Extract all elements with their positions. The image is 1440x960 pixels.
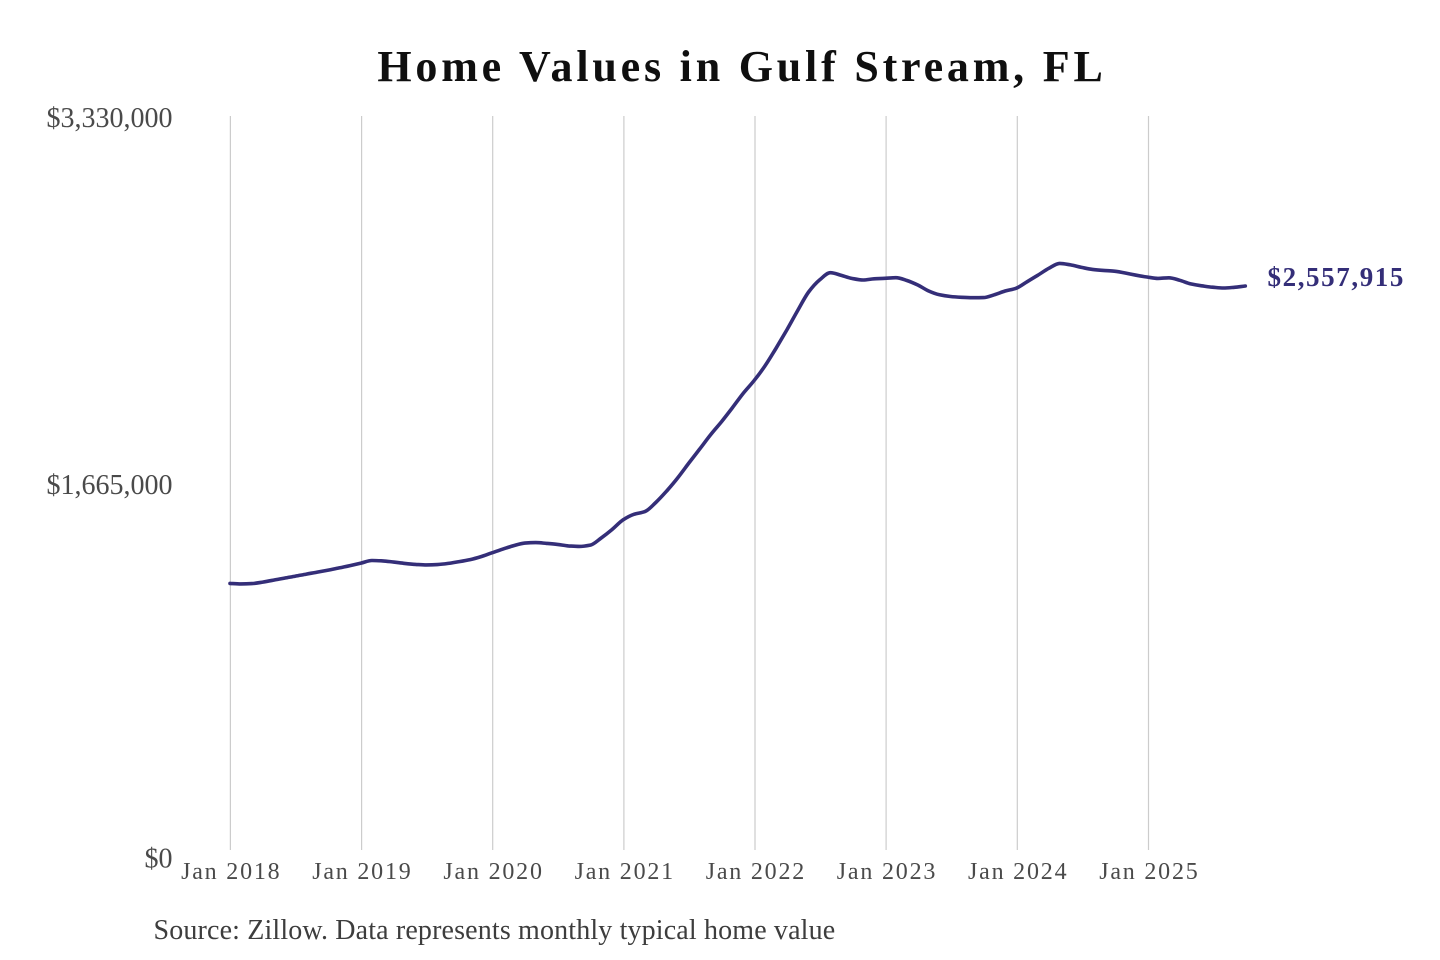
svg-text:$2,557,915: $2,557,915 [1268,262,1406,292]
svg-text:Source: Zillow. Data represent: Source: Zillow. Data represents monthly … [154,915,836,946]
svg-text:Jan 2021: Jan 2021 [575,859,675,885]
svg-text:Jan 2023: Jan 2023 [837,859,937,885]
svg-text:Home Values in Gulf Stream, FL: Home Values in Gulf Stream, FL [377,42,1106,91]
svg-text:Jan 2018: Jan 2018 [181,859,281,885]
svg-text:Jan 2025: Jan 2025 [1099,859,1199,885]
svg-text:Jan 2019: Jan 2019 [312,859,412,885]
svg-text:Jan 2020: Jan 2020 [443,859,543,885]
svg-text:Jan 2024: Jan 2024 [968,859,1068,885]
svg-text:$0: $0 [145,844,173,875]
svg-text:$3,330,000: $3,330,000 [47,103,173,134]
svg-text:$1,665,000: $1,665,000 [47,470,173,501]
svg-text:Jan 2022: Jan 2022 [706,859,806,885]
